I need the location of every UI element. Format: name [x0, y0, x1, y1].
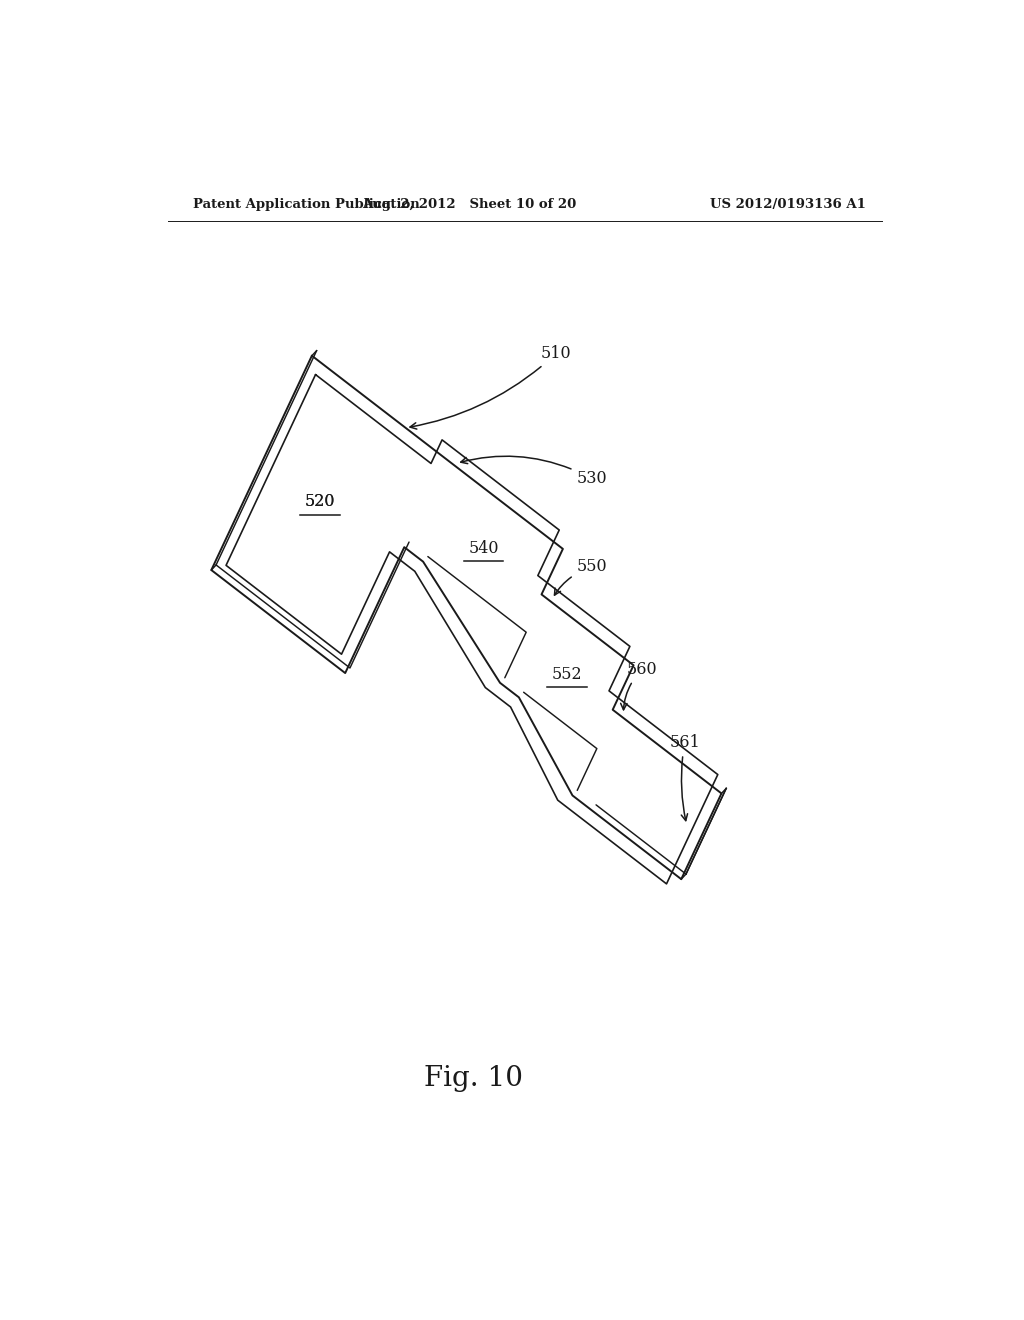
Text: 561: 561 [670, 734, 700, 821]
Text: 520: 520 [304, 494, 335, 511]
Text: Patent Application Publication: Patent Application Publication [194, 198, 420, 211]
Text: Aug. 2, 2012   Sheet 10 of 20: Aug. 2, 2012 Sheet 10 of 20 [362, 198, 577, 211]
Text: 530: 530 [461, 457, 607, 487]
Text: Fig. 10: Fig. 10 [424, 1065, 522, 1092]
Text: 520: 520 [304, 494, 335, 511]
Text: 560: 560 [621, 661, 657, 710]
Text: 550: 550 [554, 558, 607, 595]
Text: 540: 540 [468, 540, 499, 557]
Text: 552: 552 [552, 665, 582, 682]
Text: US 2012/0193136 A1: US 2012/0193136 A1 [711, 198, 866, 211]
Text: 510: 510 [410, 345, 571, 429]
